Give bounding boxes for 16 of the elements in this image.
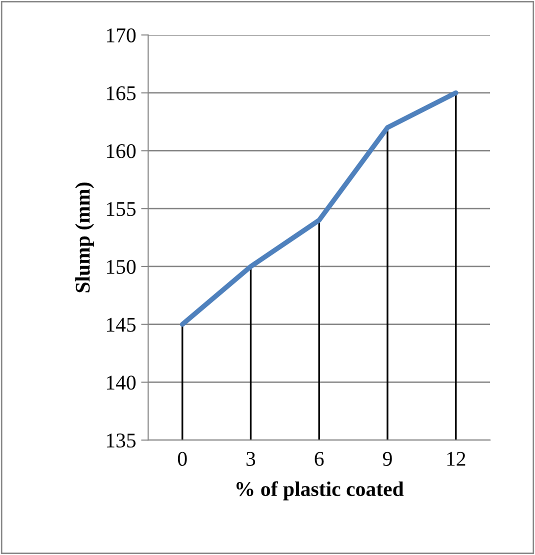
x-axis-title: % of plastic coated	[236, 481, 404, 500]
y-tick-label: 165	[106, 86, 136, 100]
y-tick-label: 170	[106, 28, 136, 42]
y-tick-label: 150	[106, 260, 136, 274]
x-tick-label: 3	[246, 452, 256, 466]
y-tick-label: 140	[106, 376, 136, 390]
y-tick-label: 135	[106, 434, 136, 448]
x-tick-label: 0	[178, 452, 187, 466]
y-tick-label: 145	[106, 318, 136, 332]
x-tick-label: 6	[314, 452, 324, 466]
x-tick-label: 9	[382, 452, 392, 466]
y-tick-label: 160	[106, 144, 136, 158]
x-tick-label: 12	[447, 452, 466, 466]
y-axis-title: Slump (mm)	[75, 182, 94, 292]
line-series	[180, 90, 458, 327]
y-tick-label: 155	[106, 202, 136, 216]
